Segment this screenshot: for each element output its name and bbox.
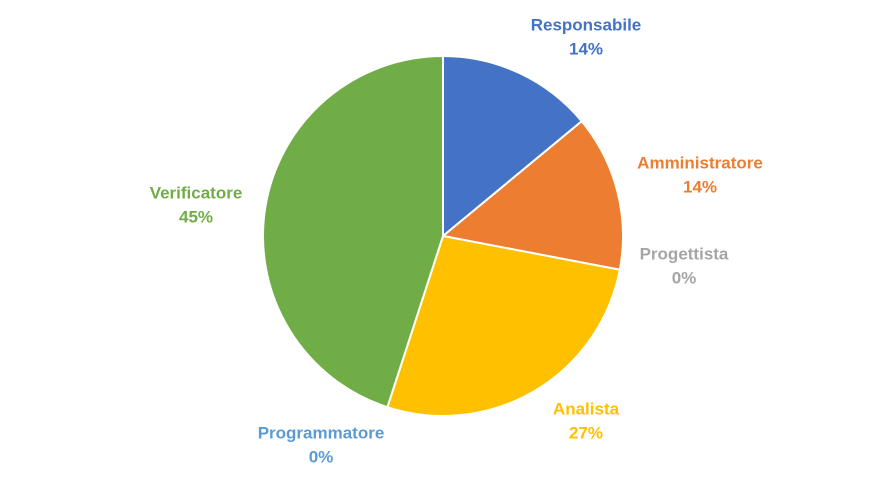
data-label-responsabile: Responsabile 14% bbox=[531, 15, 642, 58]
data-label-percent-verificatore: 45% bbox=[179, 207, 213, 226]
data-label-programmatore: Programmatore 0% bbox=[258, 423, 385, 466]
data-label-name-programmatore: Programmatore bbox=[258, 423, 385, 442]
data-label-name-verificatore: Verificatore bbox=[150, 183, 243, 202]
data-label-progettista: Progettista 0% bbox=[640, 244, 729, 287]
pie-slice-analista bbox=[386, 235, 621, 417]
data-label-name-responsabile: Responsabile bbox=[531, 15, 642, 34]
pie-slice-verificatore bbox=[262, 55, 444, 409]
data-label-percent-programmatore: 0% bbox=[309, 447, 334, 466]
data-label-percent-amministratore: 14% bbox=[683, 177, 717, 196]
pie-slice-amministratore bbox=[442, 120, 624, 271]
data-label-verificatore: Verificatore 45% bbox=[150, 183, 243, 226]
data-label-analista: Analista 27% bbox=[553, 399, 620, 442]
pie-slice-responsabile bbox=[442, 55, 583, 237]
data-label-name-analista: Analista bbox=[553, 399, 620, 418]
data-label-percent-progettista: 0% bbox=[672, 268, 697, 287]
data-label-amministratore: Amministratore 14% bbox=[637, 153, 763, 196]
data-label-name-amministratore: Amministratore bbox=[637, 153, 763, 172]
data-label-percent-responsabile: 14% bbox=[569, 39, 603, 58]
pie-slices bbox=[262, 55, 624, 417]
pie-data-labels: Responsabile 14% Amministratore 14% Progetti… bbox=[150, 15, 763, 466]
data-label-percent-analista: 27% bbox=[569, 423, 603, 442]
data-label-name-progettista: Progettista bbox=[640, 244, 729, 263]
